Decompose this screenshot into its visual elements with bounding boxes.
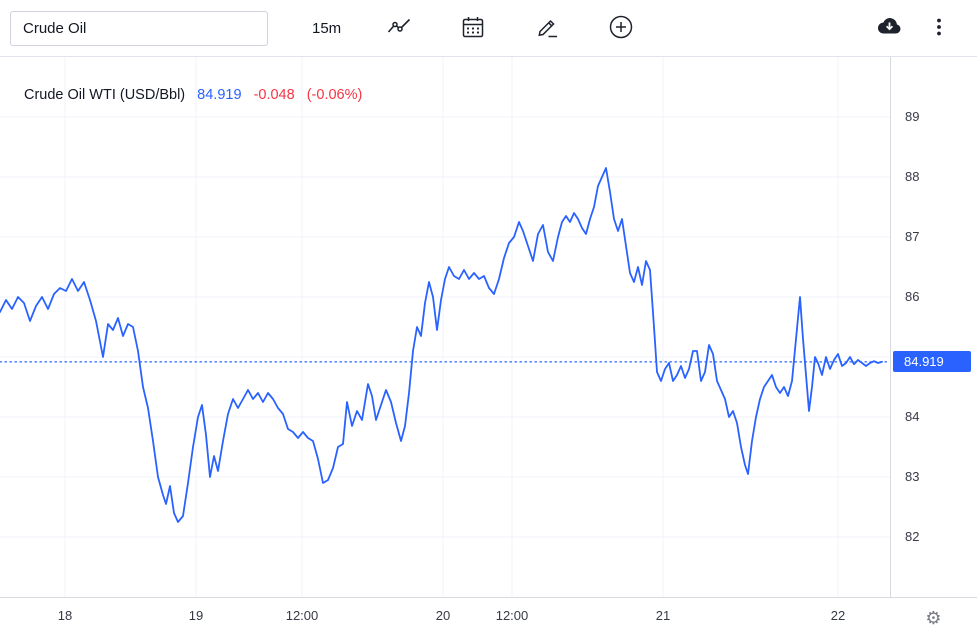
calendar-icon xyxy=(459,13,487,44)
legend-change: -0.048 xyxy=(253,87,295,103)
time-axis-label: 21 xyxy=(655,608,671,623)
time-axis[interactable]: 18 19 12:00 20 12:00 21 22 xyxy=(0,598,890,639)
symbol-search-input[interactable] xyxy=(10,10,268,46)
price-axis-label: 82 xyxy=(905,529,920,544)
legend: Crude Oil WTI (USD/Bbl) 84.919 -0.048 (-… xyxy=(24,87,370,103)
price-axis-label: 83 xyxy=(905,469,920,484)
price-axis-label: 87 xyxy=(905,229,920,244)
time-axis-label: 12:00 xyxy=(285,608,319,623)
download-button[interactable] xyxy=(873,12,905,44)
add-indicator-button[interactable] xyxy=(605,12,637,44)
plot-area[interactable]: Crude Oil WTI (USD/Bbl) 84.919 -0.048 (-… xyxy=(0,57,890,597)
time-axis-label: 20 xyxy=(435,608,451,623)
more-menu-button[interactable] xyxy=(923,12,955,44)
legend-title: Crude Oil WTI (USD/Bbl) xyxy=(24,87,186,103)
toolbar: 15m xyxy=(0,0,977,57)
price-axis[interactable]: 84.919 89 88 87 86 84 83 82 xyxy=(890,57,977,597)
price-chart-svg[interactable] xyxy=(0,57,890,597)
draw-button[interactable] xyxy=(531,12,563,44)
time-axis-row: 18 19 12:00 20 12:00 21 22 ⚙ xyxy=(0,597,977,639)
chart-style-button[interactable] xyxy=(383,12,415,44)
time-axis-label: 19 xyxy=(188,608,204,623)
last-price-tag: 84.919 xyxy=(893,351,971,372)
price-axis-label: 89 xyxy=(905,109,920,124)
timeframe-button[interactable]: 15m xyxy=(312,19,342,37)
date-range-button[interactable] xyxy=(457,12,489,44)
price-axis-label: 88 xyxy=(905,169,920,184)
axis-corner: ⚙ xyxy=(890,598,977,639)
legend-price: 84.919 xyxy=(197,87,242,103)
plus-circle-icon xyxy=(606,12,636,45)
price-axis-label: 86 xyxy=(905,289,920,304)
cloud-download-icon xyxy=(874,12,904,45)
price-axis-label: 84 xyxy=(905,409,920,424)
time-axis-label: 22 xyxy=(830,608,846,623)
line-style-icon xyxy=(385,13,413,44)
time-axis-label: 12:00 xyxy=(495,608,529,623)
gear-icon: ⚙ xyxy=(925,607,942,629)
chart-region: Crude Oil WTI (USD/Bbl) 84.919 -0.048 (-… xyxy=(0,57,977,597)
legend-change-pct: (-0.06%) xyxy=(306,87,363,103)
settings-button[interactable]: ⚙ xyxy=(925,607,942,629)
pencil-icon xyxy=(533,13,561,44)
time-axis-label: 18 xyxy=(57,608,73,623)
kebab-menu-icon xyxy=(925,13,953,44)
